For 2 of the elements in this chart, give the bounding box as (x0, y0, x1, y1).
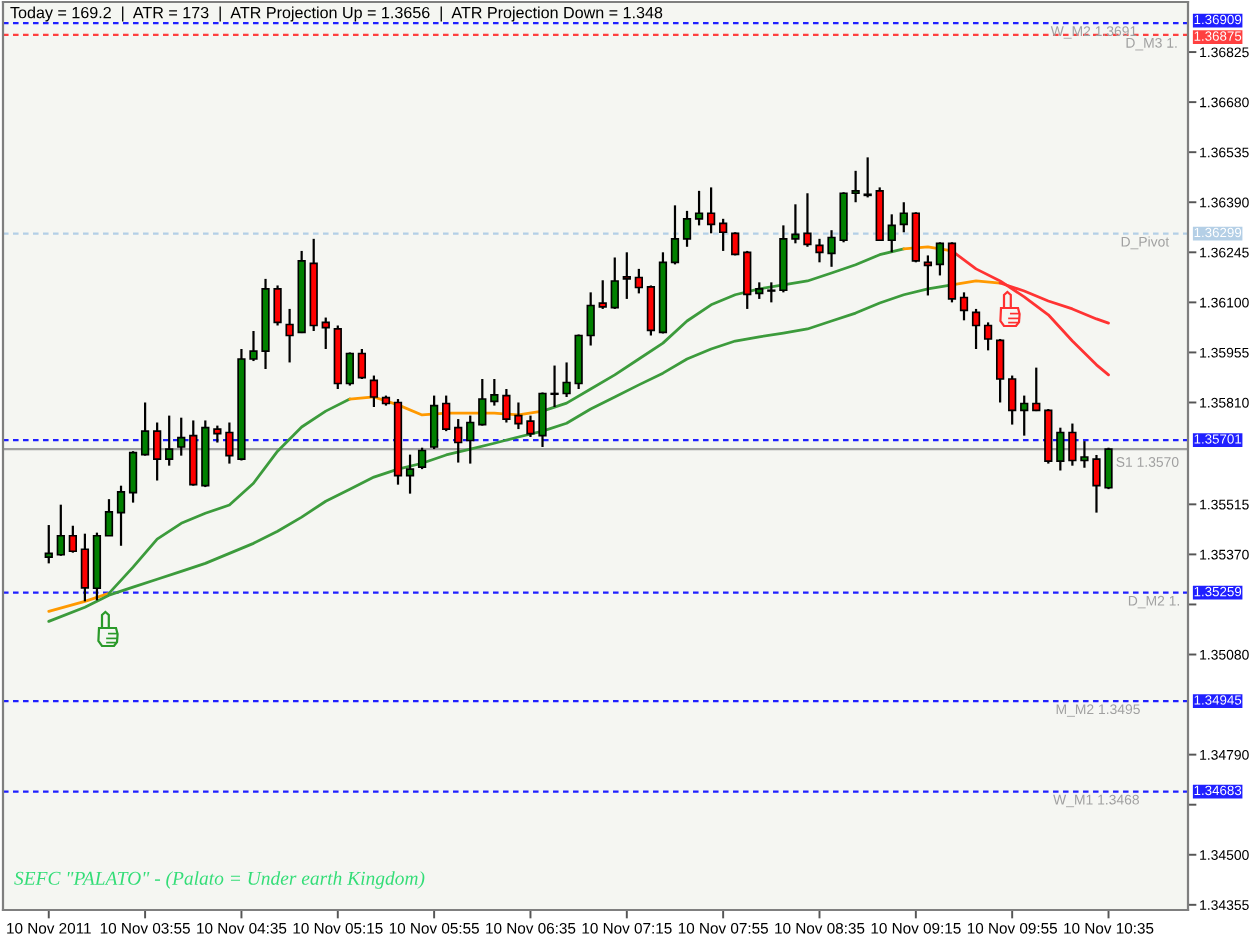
annotation: SEFC "PALATO" - (Palato = Under earth Kingdom) (14, 871, 425, 889)
annotation: Today = 169.2 | ATR = 173 | ATR Projection Up = 1.3656 | ATR Projection Down = 1.348 (10, 6, 663, 22)
